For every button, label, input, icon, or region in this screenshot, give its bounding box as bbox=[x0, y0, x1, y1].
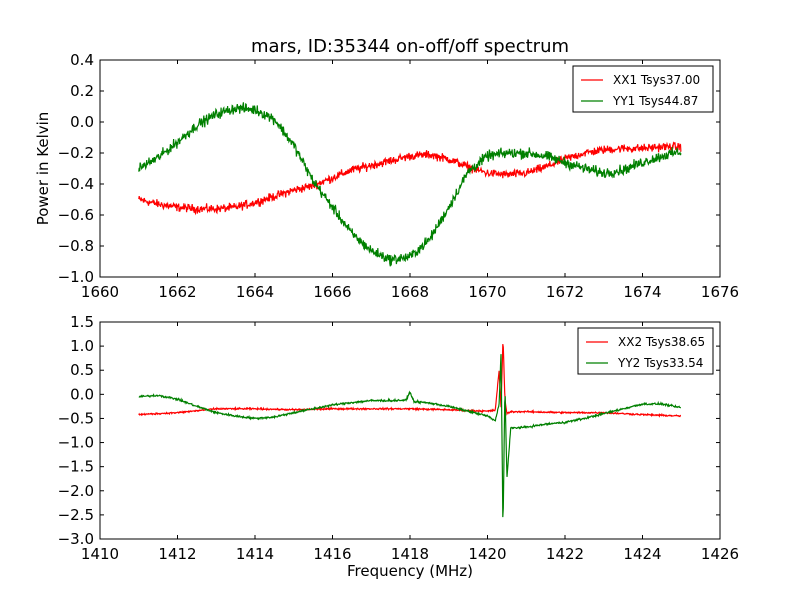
x-axis-label: Frequency (MHz) bbox=[347, 562, 473, 580]
y-tick-label: 0.2 bbox=[70, 82, 94, 100]
legend: XX1 Tsys37.00 YY1 Tsys44.87 bbox=[572, 65, 714, 113]
y-tick-label: 0.5 bbox=[70, 361, 94, 379]
figure-title: mars, ID:35344 on-off/off spectrum bbox=[251, 36, 569, 57]
plots: 1660 1662 1664 1666 1668 1670 1672 1674 1676 −1.0… bbox=[34, 51, 739, 580]
x-tick-label: 1662 bbox=[158, 283, 196, 301]
legend-label: XX1 Tsys37.00 bbox=[613, 73, 700, 87]
legend-box bbox=[572, 65, 714, 113]
y-tick-label: −1.0 bbox=[58, 268, 94, 286]
y-tick-label: −1.0 bbox=[58, 434, 94, 452]
legend: XX2 Tsys38.65 YY2 Tsys33.54 bbox=[577, 327, 714, 375]
x-tick-label: 1424 bbox=[623, 545, 661, 563]
x-tick-label: 1426 bbox=[701, 545, 739, 563]
x-tick-label: 1418 bbox=[391, 545, 429, 563]
x-tick-label: 1668 bbox=[391, 283, 429, 301]
legend-label: XX2 Tsys38.65 bbox=[618, 335, 705, 349]
legend-box bbox=[577, 327, 714, 375]
x-tick-label: 1420 bbox=[468, 545, 506, 563]
x-tick-label: 1666 bbox=[313, 283, 351, 301]
x-tick-label: 1412 bbox=[158, 545, 196, 563]
y-tick-label: −2.0 bbox=[58, 482, 94, 500]
y-tick-label: −0.2 bbox=[58, 144, 94, 162]
panel-2: 1410 1412 1414 1416 1418 1420 1422 1424 1426 −3.0… bbox=[58, 313, 740, 580]
x-tick-label: 1676 bbox=[701, 283, 739, 301]
x-tick-label: 1674 bbox=[623, 283, 661, 301]
series-line-xx1 bbox=[138, 141, 682, 216]
y-tick-label: 0.0 bbox=[70, 113, 94, 131]
y-tick-label: 1.5 bbox=[70, 313, 94, 331]
series-line-xx2 bbox=[138, 344, 682, 418]
y-tick-label: −3.0 bbox=[58, 530, 94, 548]
y-tick-label: −2.5 bbox=[58, 506, 94, 524]
y-axis-label: Power in Kelvin bbox=[34, 112, 52, 226]
x-tick-label: 1664 bbox=[236, 283, 274, 301]
x-tick-label: 1410 bbox=[81, 545, 119, 563]
x-tick-label: 1414 bbox=[236, 545, 274, 563]
y-tick-label: −0.5 bbox=[58, 409, 94, 427]
legend-label: YY1 Tsys44.87 bbox=[612, 94, 698, 108]
x-tick-label: 1670 bbox=[468, 283, 506, 301]
series-line-yy2 bbox=[138, 354, 682, 518]
y-tick-label: −0.8 bbox=[58, 237, 94, 255]
y-tick-label: −0.6 bbox=[58, 206, 94, 224]
x-tick-label: 1672 bbox=[546, 283, 584, 301]
y-tick-label: 0.4 bbox=[70, 51, 94, 69]
panel-1: 1660 1662 1664 1666 1668 1670 1672 1674 1676 −1.0… bbox=[34, 51, 739, 301]
y-tick-label: 1.0 bbox=[70, 337, 94, 355]
x-tick-label: 1416 bbox=[313, 545, 351, 563]
x-tick-label: 1422 bbox=[546, 545, 584, 563]
x-tick-label: 1660 bbox=[81, 283, 119, 301]
series-line-yy1 bbox=[138, 102, 682, 267]
y-tick-label: −0.4 bbox=[58, 175, 94, 193]
y-tick-label: 0.0 bbox=[70, 385, 94, 403]
y-tick-label: −1.5 bbox=[58, 458, 94, 476]
legend-label: YY2 Tsys33.54 bbox=[617, 356, 703, 370]
